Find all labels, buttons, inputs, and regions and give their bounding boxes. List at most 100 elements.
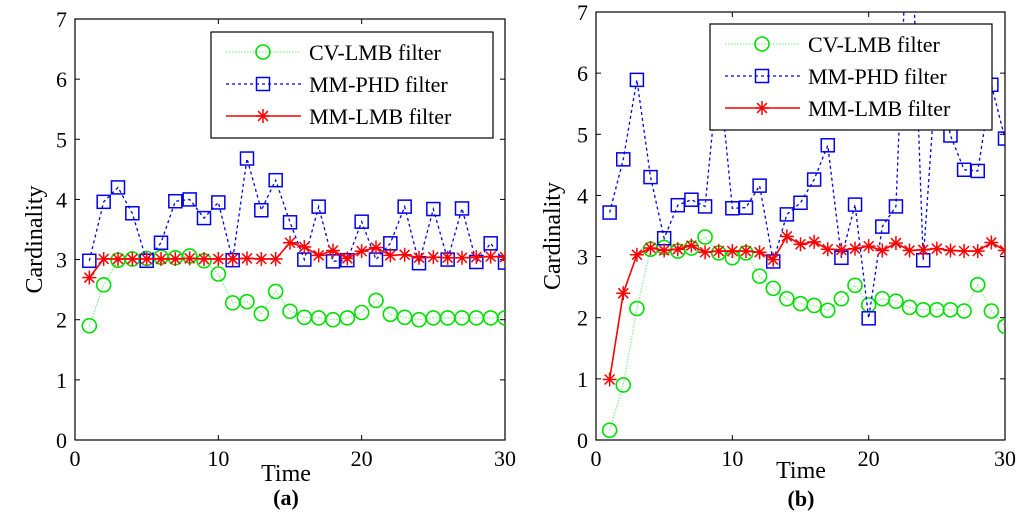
legend-label: MM-LMB filter (808, 96, 951, 121)
data-point-square (82, 253, 97, 269)
data-point-asterisk (383, 248, 398, 263)
data-point-circle (860, 297, 877, 313)
data-point-asterisk (197, 251, 211, 266)
data-point-square (861, 311, 876, 326)
data-point-asterisk (311, 248, 326, 263)
data-point-circle (382, 306, 399, 323)
data-point-circle (983, 303, 1000, 319)
data-point-circle (874, 290, 891, 307)
y-tick-label: 6 (56, 67, 67, 92)
data-point-asterisk (283, 235, 297, 250)
legend-marker-asterisk (755, 101, 769, 115)
data-point-square (368, 252, 384, 267)
data-point-asterisk (326, 243, 340, 258)
data-point-asterisk (440, 250, 455, 265)
data-point-circle (339, 310, 356, 326)
data-point-asterisk (168, 251, 183, 266)
data-point-square (454, 201, 470, 216)
data-point-circle (210, 266, 227, 282)
data-point-asterisk (998, 243, 1005, 258)
data-point-asterisk (426, 250, 441, 265)
y-tick-label: 1 (577, 367, 588, 392)
data-point-asterisk (929, 241, 944, 256)
data-point-square (196, 210, 212, 226)
data-point-circle (847, 277, 863, 294)
data-point-circle (779, 290, 795, 307)
data-point-square (943, 128, 958, 143)
data-point-square (96, 194, 111, 210)
data-point-square (602, 205, 617, 220)
data-point-square (738, 200, 754, 215)
legend-item: MM-PHD filter (226, 72, 448, 97)
legend-marker-square (754, 68, 770, 84)
data-point-asterisk (629, 247, 644, 262)
series-line (88, 255, 505, 326)
legend-label: CV-LMB filter (309, 40, 441, 65)
data-point-circle (915, 301, 932, 318)
y-tick-label: 4 (56, 187, 67, 212)
data-point-square (110, 180, 126, 195)
data-point-circle (833, 290, 850, 307)
plot-area (81, 151, 505, 334)
y-tick-label: 2 (577, 306, 588, 331)
data-point-asterisk (970, 244, 985, 259)
legend: CV-LMB filter MM-PHD filter MM-LMB filter (709, 23, 993, 131)
y-tick-label: 0 (56, 428, 67, 453)
data-point-asterisk (766, 252, 781, 267)
chart-panel-a: 0 1 2 3 4 5 6 7 0 10 20 30 Time Cardinality (a) CV-LMB … (22, 7, 516, 510)
data-point-circle (888, 293, 904, 310)
x-tick-label: 10 (207, 446, 229, 471)
data-point-asterisk (820, 242, 835, 257)
data-point-asterisk (834, 242, 849, 257)
data-point-circle (353, 304, 370, 321)
data-point-square (684, 192, 699, 207)
legend-item: MM-LMB filter (226, 104, 452, 129)
legend-label: MM-PHD filter (808, 64, 947, 89)
y-tick-label: 1 (56, 368, 67, 393)
data-point-square (629, 72, 645, 88)
data-point-asterisk (670, 242, 685, 257)
data-point-asterisk (657, 243, 672, 258)
series-line (609, 12, 1005, 319)
y-tick-label: 7 (577, 0, 588, 25)
y-tick-label: 6 (577, 61, 588, 86)
data-point-asterisk (738, 244, 753, 259)
data-point-asterisk (412, 250, 426, 265)
series-line (609, 236, 1005, 431)
data-point-square (997, 131, 1005, 146)
x-tick-label: 10 (721, 446, 743, 471)
legend-marker-asterisk (256, 109, 270, 123)
data-point-circle (806, 297, 822, 314)
data-point-asterisk (369, 240, 383, 255)
data-point-circle (751, 268, 768, 284)
y-tick-label: 5 (577, 122, 588, 147)
data-point-square (806, 172, 822, 187)
data-point-square (875, 219, 890, 234)
data-point-circle (697, 229, 713, 245)
legend-item: CV-LMB filter (725, 32, 940, 57)
legend-item: MM-LMB filter (725, 96, 951, 121)
legend-item: CV-LMB filter (226, 40, 441, 65)
plot-frame (595, 11, 1006, 441)
y-tick-label: 4 (577, 183, 588, 208)
data-point-square (779, 207, 795, 222)
data-point-asterisk (268, 251, 283, 266)
legend-marker-circle (255, 44, 271, 60)
data-point-circle (765, 280, 782, 297)
legend-marker-circle (754, 36, 770, 52)
data-point-circle (267, 283, 284, 300)
data-point-circle (497, 310, 505, 326)
data-point-asterisk (957, 244, 972, 259)
data-point-asterisk (779, 229, 794, 244)
data-point-circle (253, 305, 270, 322)
data-point-asterisk (240, 251, 254, 266)
x-axis-title: Time (261, 461, 311, 487)
y-tick-label: 2 (56, 308, 67, 333)
y-tick-label: 3 (577, 245, 588, 270)
data-point-asterisk (225, 251, 240, 266)
data-point-asterisk (602, 372, 617, 387)
data-point-asterisk (82, 270, 97, 285)
legend: CV-LMB filter MM-PHD filter MM-LMB filter (210, 31, 494, 139)
data-point-asterisk (698, 245, 713, 260)
legend-label: MM-PHD filter (309, 72, 448, 97)
